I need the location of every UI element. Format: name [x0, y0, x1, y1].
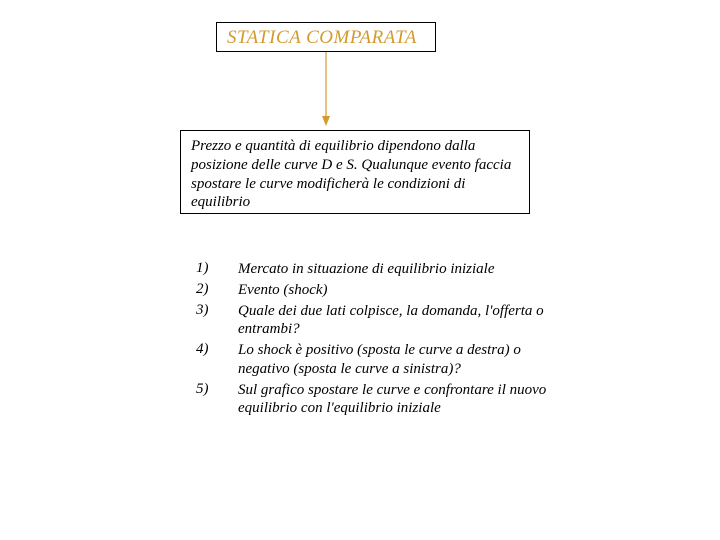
title-text: STATICA COMPARATA — [227, 27, 417, 48]
step-number: 3) — [196, 302, 224, 340]
step-text: Evento (shock) — [238, 281, 552, 300]
step-text: Sul grafico spostare le curve e confront… — [238, 381, 552, 419]
body-text: Prezzo e quantità di equilibrio dipendon… — [191, 138, 511, 210]
body-box: Prezzo e quantità di equilibrio dipendon… — [180, 130, 530, 214]
arrow-down-icon — [318, 52, 334, 136]
step-text: Mercato in situazione di equilibrio iniz… — [238, 260, 552, 279]
step-number: 1) — [196, 260, 224, 279]
step-number: 5) — [196, 381, 224, 419]
slide: STATICA COMPARATA Prezzo e quantità di e… — [0, 0, 720, 540]
step-text: Quale dei due lati colpisce, la domanda,… — [238, 302, 552, 340]
title-box: STATICA COMPARATA — [216, 22, 436, 52]
step-text: Lo shock è positivo (sposta le curve a d… — [238, 341, 552, 379]
arrow-head — [322, 116, 330, 126]
steps-list: 1) Mercato in situazione di equilibrio i… — [196, 260, 552, 418]
step-number: 4) — [196, 341, 224, 379]
step-number: 2) — [196, 281, 224, 300]
